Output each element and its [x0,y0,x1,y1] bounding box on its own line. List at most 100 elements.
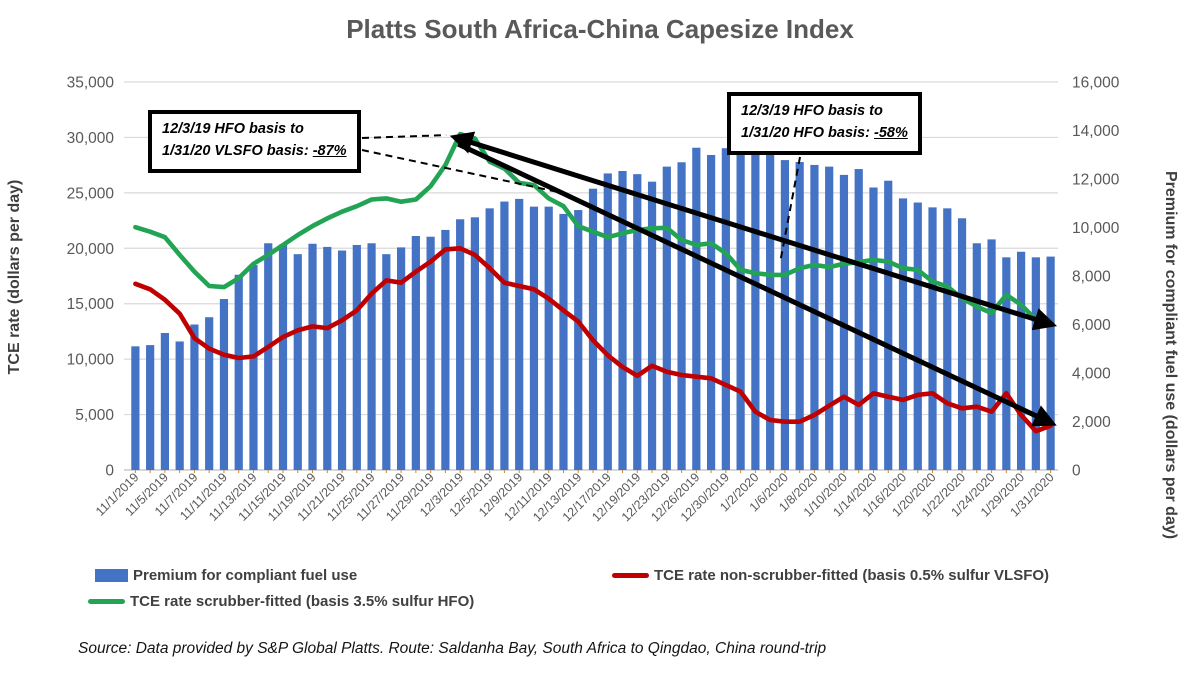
right-axis-tick-label: 8,000 [1072,269,1111,286]
premium-bar [529,206,539,470]
premium-bar [574,210,583,471]
annotation-percent: -87% [312,142,347,159]
annotation-line1: 12/3/19 HFO basis to [741,103,883,119]
premium-bar [736,152,745,470]
annotation-hfo-basis-change: 12/3/19 HFO basis to 1/31/20 HFO basis: … [727,92,922,155]
premium-bar [618,170,627,470]
right-axis-tick-label: 16,000 [1072,75,1120,92]
left-axis-title: TCE rate (dollars per day) [6,179,23,375]
premium-bar [323,246,332,470]
right-axis-tick-label: 14,000 [1072,123,1120,140]
left-axis-tick-label: 35,000 [67,75,115,92]
premium-bar [352,244,361,470]
premium-bar [278,244,288,470]
premium-bar [456,219,465,470]
premium-bar [692,147,701,470]
chart-title: Platts South Africa-China Capesize Index [346,14,854,44]
left-axis-tick-label: 30,000 [67,130,115,147]
premium-bar [987,239,996,470]
green-line-swatch-icon [88,599,125,604]
tce-non-scrubber-line [133,246,1053,434]
premium-bar [396,247,406,470]
arrow-peak-to-scrubber-end [449,131,1058,331]
premium-bar [160,332,170,470]
premium-bar [249,265,258,470]
arrow-peak-to-non-scrubber-end [457,141,1057,427]
left-axis-tick-label: 5,000 [75,407,114,424]
annotation-line1: 12/3/19 HFO basis to [162,121,304,137]
premium-bar [647,181,657,471]
premium-bar [264,243,273,470]
right-axis-tick-label: 12,000 [1072,172,1120,189]
premium-bar [751,149,760,470]
premium-bar [884,180,893,470]
premium-bar [293,254,302,470]
premium-bar [898,198,908,470]
premium-bar [515,198,524,470]
premium-bar [190,324,199,470]
premium-bar [205,317,214,470]
legend-item-scrubber: TCE rate scrubber-fitted (basis 3.5% sul… [88,593,474,610]
premium-bar [544,206,553,470]
premium-bar [559,213,568,471]
dashed-connector [361,134,447,139]
premium-bar [131,346,140,470]
premium-bar [1031,257,1040,470]
legend-label: TCE rate scrubber-fitted (basis 3.5% sul… [130,593,475,610]
premium-bar [426,236,435,470]
premium-bar [633,174,642,470]
premium-bar [913,202,922,470]
legend-item-premium: Premium for compliant fuel use [95,567,357,584]
premium-bar [337,250,347,470]
premium-bar [1046,256,1055,470]
annotation-percent: -58% [873,124,908,141]
annotation-line2: 1/31/20 VLSFO basis: [162,142,313,159]
legend-label: TCE rate non-scrubber-fitted (basis 0.5%… [654,567,1050,584]
premium-bar [662,166,671,470]
right-axis-title: Premium for compliant fuel use (dollars … [1162,171,1179,540]
right-axis-tick-label: 10,000 [1072,220,1120,237]
premium-bar [470,217,480,470]
left-axis-tick-label: 0 [105,463,114,480]
premium-bar [485,208,494,470]
left-axis-tick-label: 10,000 [67,352,115,369]
annotation-line2: 1/31/20 HFO basis: [741,124,874,141]
legend-item-non-scrubber: TCE rate non-scrubber-fitted (basis 0.5%… [612,567,1049,584]
premium-bar [308,243,317,470]
premium-bar [928,207,937,470]
premium-bar [972,243,981,470]
premium-bar [957,218,967,470]
annotation-vlsfo-basis-change: 12/3/19 HFO basis to 1/31/20 VLSFO basis… [148,110,361,173]
premium-bar [382,254,391,470]
left-axis-tick-label: 15,000 [67,296,115,313]
bar-swatch-icon [95,569,128,582]
premium-bar [367,243,376,470]
left-axis-tick-label: 25,000 [67,185,115,202]
red-line-swatch-icon [612,573,649,578]
premium-bar [854,169,863,470]
premium-bar [869,187,878,471]
left-axis-tick-label: 20,000 [67,241,115,258]
right-axis-tick-label: 4,000 [1072,366,1111,383]
premium-bar [500,201,509,471]
premium-bar [411,235,420,470]
premium-bar [441,229,450,470]
premium-bar [175,341,184,470]
right-axis-tick-label: 0 [1072,463,1081,480]
source-note: Source: Data provided by S&P Global Plat… [78,640,827,657]
legend-label: Premium for compliant fuel use [133,567,358,584]
premium-bar [943,208,952,470]
premium-bar [1002,257,1011,470]
premium-bar [810,164,819,470]
premium-bar [1016,251,1026,470]
right-axis-tick-label: 6,000 [1072,317,1111,334]
premium-bar [234,274,243,470]
dashed-connector [361,149,559,193]
premium-bar [219,299,229,470]
premium-bar [706,154,716,470]
premium-bar [721,148,730,470]
right-axis-tick-label: 2,000 [1072,414,1111,431]
premium-bar [146,345,155,470]
